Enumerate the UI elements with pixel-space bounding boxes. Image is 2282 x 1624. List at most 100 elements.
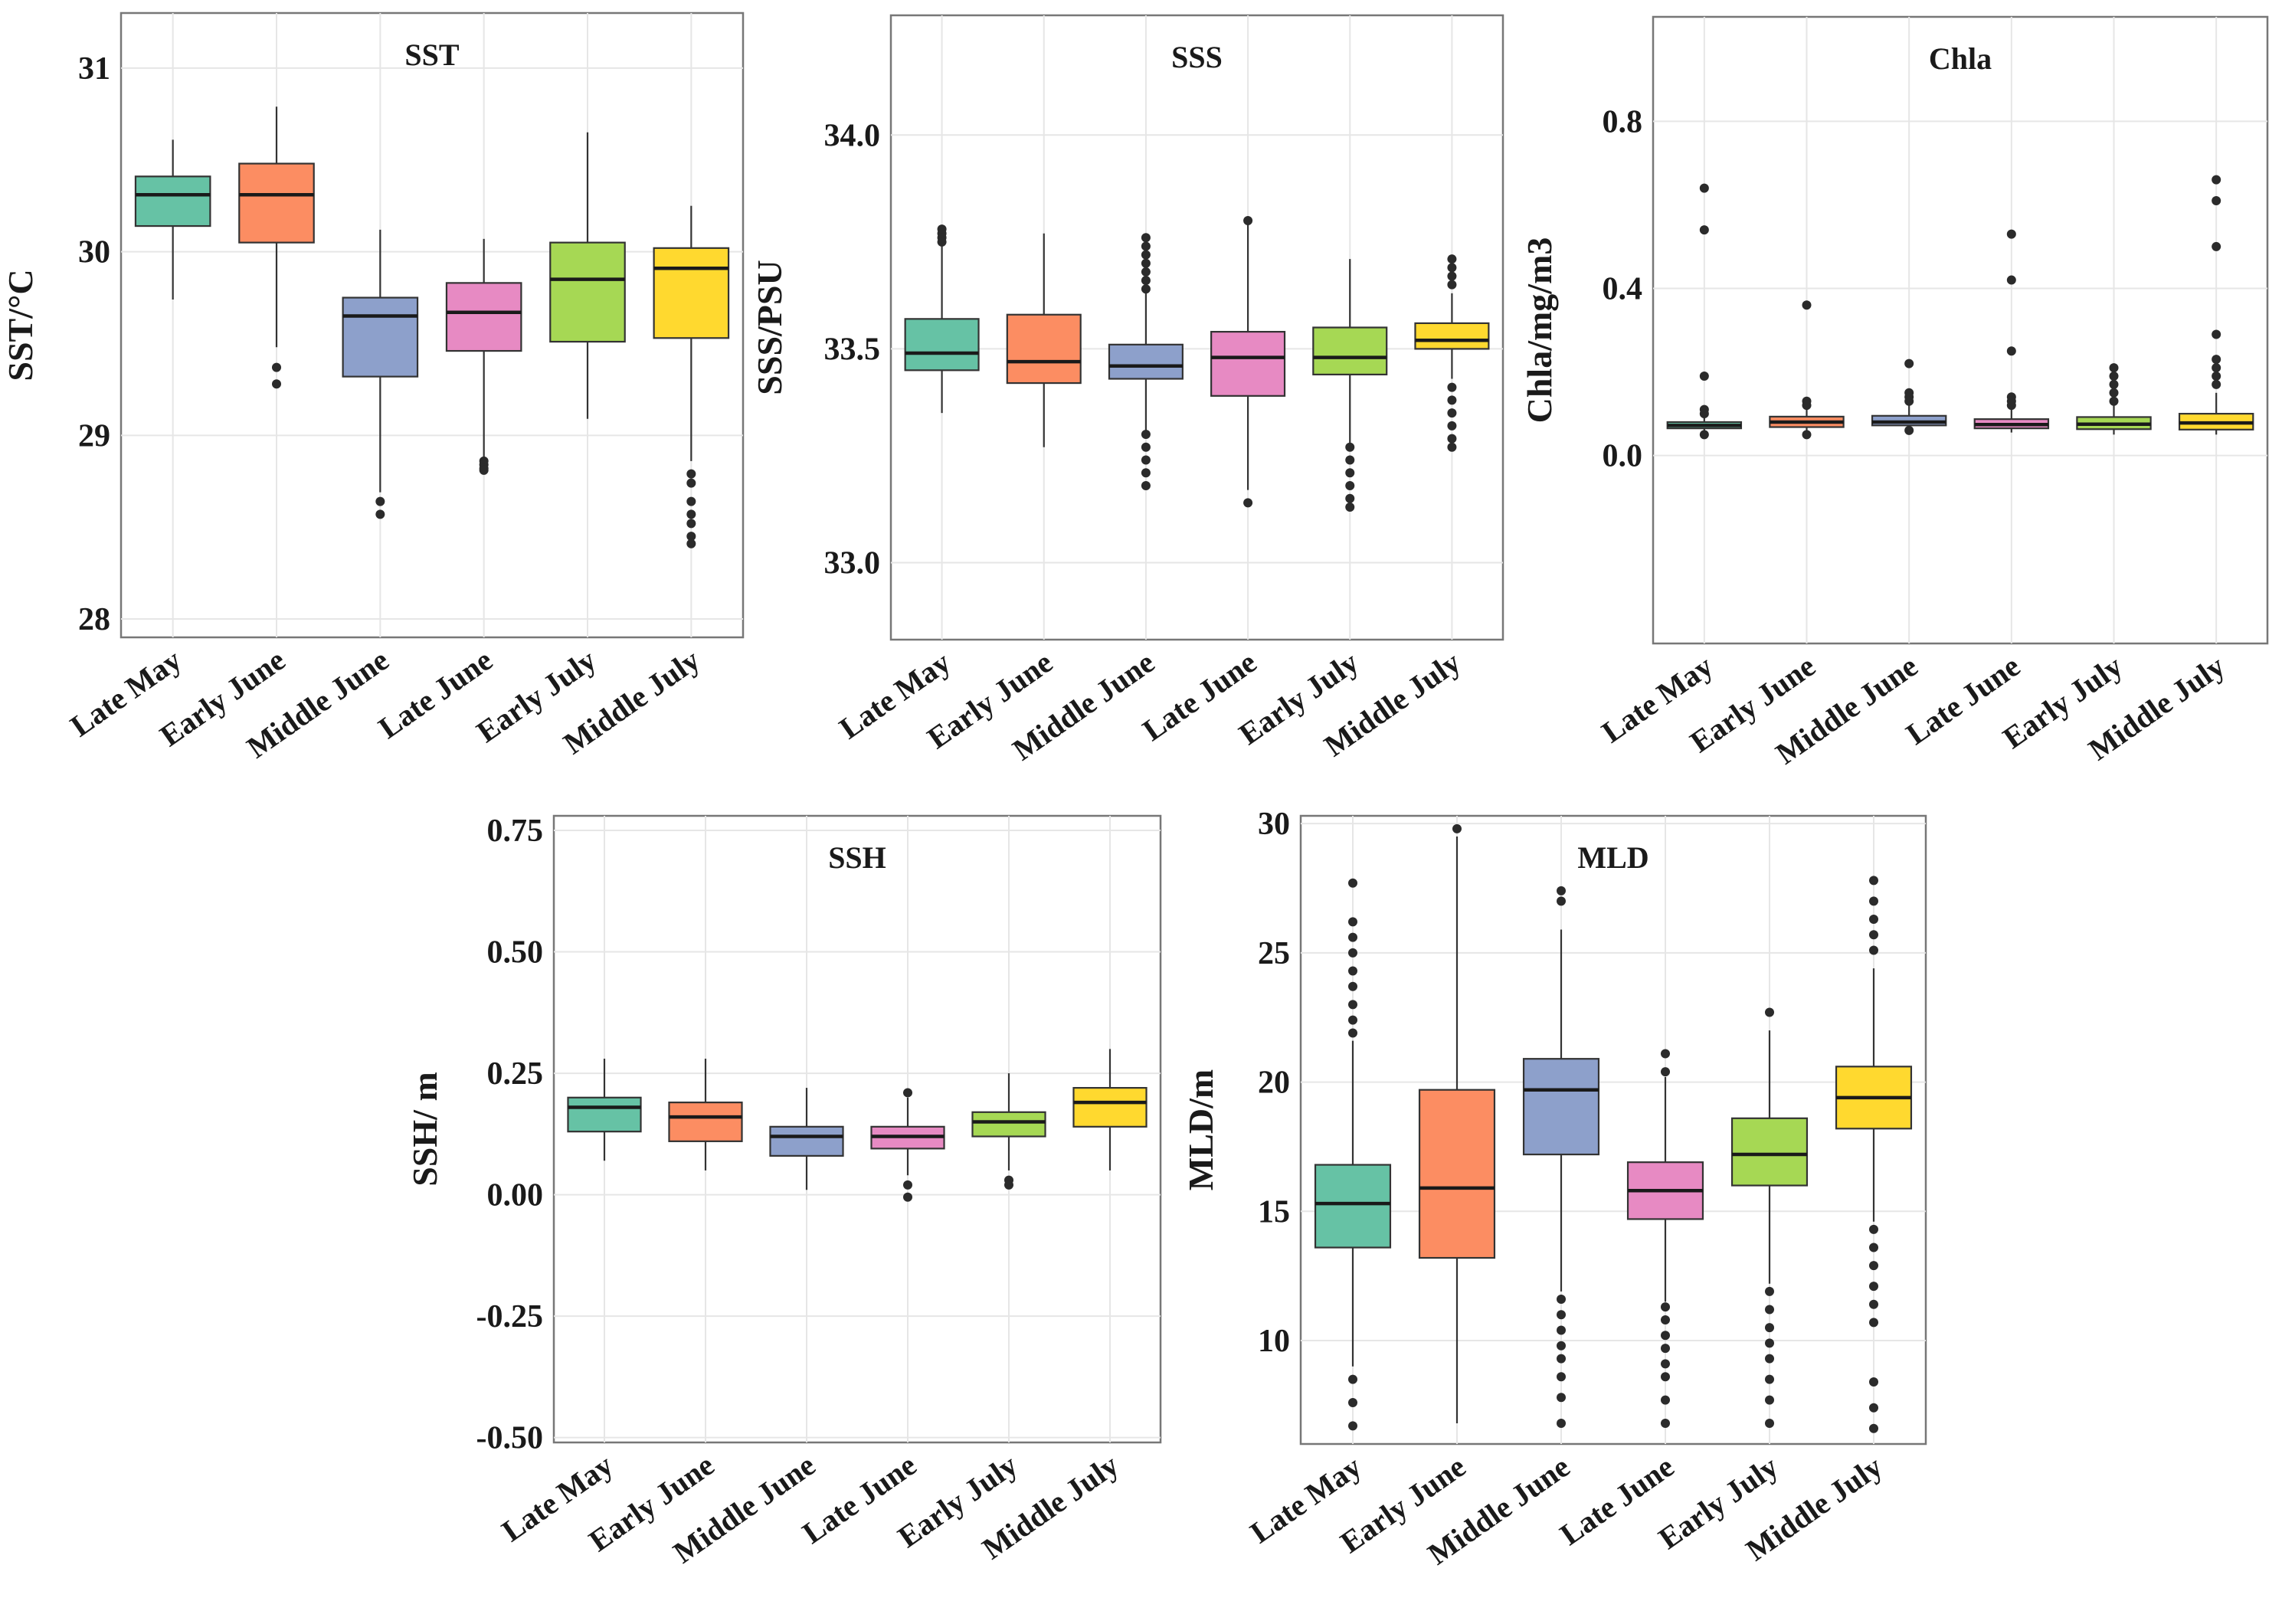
mld-outlier-early-july-2	[1765, 1305, 1774, 1315]
sss-outlier-early-july-5	[1345, 502, 1355, 512]
sst-y-axis-title: SST/°C	[1, 269, 40, 381]
sst-outlier-middle-july-3	[686, 509, 696, 519]
mld-outlier-early-july-8	[1765, 1419, 1774, 1429]
sss-box-middle-june	[1108, 233, 1184, 491]
mld-box-early-june	[1418, 823, 1496, 1424]
ssh-iqr-middle-july	[1072, 1087, 1148, 1128]
sss-outlier-middle-june-0	[1141, 233, 1151, 243]
sss-outlier-middle-june-9	[1141, 455, 1151, 465]
ssh-ytick-label-2: 0.00	[487, 1178, 544, 1213]
mld-outlier-middle-july-11	[1869, 1377, 1878, 1387]
mld-outlier-late-may-0	[1348, 878, 1357, 888]
chla-outlier-middle-july-6	[2212, 371, 2221, 381]
ssh-outlier-late-june-2	[903, 1192, 912, 1202]
chla-ytick-label-2: 0.8	[1603, 104, 1643, 139]
mld-outlier-early-july-0	[1765, 1007, 1774, 1017]
mld-iqr-late-may	[1314, 1164, 1392, 1249]
mld-title: MLD	[1577, 840, 1648, 875]
mld-outlier-middle-july-12	[1869, 1403, 1878, 1413]
mld-box-late-may	[1314, 878, 1392, 1431]
mld-box-early-july	[1730, 1007, 1809, 1429]
sst-outlier-middle-july-5	[686, 532, 696, 542]
mld-outlier-early-july-5	[1765, 1354, 1774, 1364]
sss-outlier-middle-june-10	[1141, 468, 1151, 478]
mld-ytick-label-0: 10	[1258, 1324, 1290, 1359]
mld-ytick-label-1: 15	[1258, 1194, 1290, 1229]
mld-outlier-late-may-3	[1348, 948, 1357, 958]
sss-outlier-early-july-3	[1345, 481, 1355, 491]
sst-box-middle-july	[653, 205, 730, 548]
sst-iqr-late-may	[134, 175, 211, 228]
sss-outlier-middle-july-1	[1447, 263, 1457, 273]
ssh-outlier-late-june-0	[903, 1088, 912, 1098]
mld-outlier-late-june-9	[1661, 1419, 1670, 1429]
sss-box-middle-july	[1414, 254, 1490, 452]
sss-outlier-early-july-1	[1345, 455, 1355, 465]
sst-ytick-label-1: 29	[78, 418, 110, 453]
chla-outlier-middle-july-5	[2212, 363, 2221, 373]
sst-outlier-middle-july-6	[686, 539, 696, 548]
ssh-ytick-label-1: -0.25	[476, 1299, 544, 1334]
chla-box-early-june	[1769, 300, 1845, 440]
mld-y-axis-title: MLD/m	[1181, 1069, 1220, 1190]
chla-outlier-late-june-5	[2006, 401, 2016, 411]
sst-title: SST	[404, 38, 459, 72]
chla-outlier-early-july-2	[2109, 379, 2119, 389]
sst-ytick-label-2: 30	[78, 235, 110, 270]
chla-box-late-may	[1666, 183, 1743, 440]
mld-box-late-june	[1626, 1049, 1704, 1429]
chla-box-middle-july	[2178, 175, 2254, 435]
chla-outlier-middle-july-2	[2212, 241, 2221, 251]
sss-outlier-middle-july-7	[1447, 421, 1457, 431]
sss-outlier-middle-june-1	[1141, 241, 1151, 251]
sss-outlier-middle-july-8	[1447, 434, 1457, 444]
sss-outlier-middle-june-5	[1141, 276, 1151, 286]
sss-box-late-may	[904, 224, 980, 414]
sst-outlier-middle-july-1	[686, 478, 696, 488]
mld-outlier-early-july-7	[1765, 1395, 1774, 1405]
mld-outlier-late-may-9	[1348, 1374, 1357, 1384]
mld-outlier-middle-june-2	[1557, 1295, 1566, 1305]
chla-outlier-middle-july-4	[2212, 355, 2221, 365]
ssh-outlier-early-july-1	[1004, 1180, 1013, 1190]
mld-outlier-middle-july-2	[1869, 914, 1878, 924]
sss-iqr-middle-june	[1108, 343, 1184, 380]
chla-outlier-late-may-4	[1699, 409, 1709, 419]
mld-outlier-middle-july-6	[1869, 1243, 1878, 1252]
mld-outlier-middle-june-9	[1557, 1419, 1566, 1429]
mld-box-middle-july	[1835, 876, 1913, 1433]
sst-box-middle-june	[342, 229, 419, 519]
sss-ytick-label-1: 33.5	[824, 332, 881, 367]
mld-outlier-middle-july-0	[1869, 876, 1878, 886]
ssh-box-early-june	[668, 1059, 743, 1171]
mld-iqr-early-june	[1418, 1089, 1496, 1259]
mld-outlier-middle-june-8	[1557, 1393, 1566, 1403]
mld-ytick-label-2: 20	[1258, 1066, 1290, 1101]
sss-outlier-middle-july-5	[1447, 395, 1457, 405]
sss-iqr-early-july	[1312, 326, 1388, 376]
ssh-box-late-may	[567, 1059, 642, 1161]
sst-box-late-may	[134, 139, 211, 300]
chla-y-axis-title: Chla/mg/m3	[1520, 237, 1559, 424]
mld-outlier-late-may-5	[1348, 981, 1357, 991]
sss-ytick-label-0: 33.0	[824, 546, 881, 581]
mld-outlier-middle-june-7	[1557, 1372, 1566, 1382]
ssh-iqr-early-june	[668, 1102, 743, 1142]
chla-title: Chla	[1929, 41, 1992, 76]
mld-outlier-late-june-4	[1661, 1331, 1670, 1341]
sst-outlier-middle-july-0	[686, 469, 696, 479]
mld-outlier-late-june-1	[1661, 1067, 1670, 1077]
mld-outlier-early-july-6	[1765, 1374, 1774, 1384]
chla-outlier-early-july-4	[2109, 396, 2119, 406]
chla-outlier-late-may-5	[1699, 430, 1709, 440]
sss-iqr-late-june	[1210, 330, 1286, 397]
mld-outlier-late-may-2	[1348, 932, 1357, 942]
sst-plot-frame	[120, 11, 745, 639]
chla-ytick-label-0: 0.0	[1603, 439, 1643, 474]
sss-outlier-middle-july-9	[1447, 442, 1457, 452]
mld-plot-frame	[1299, 814, 1927, 1446]
sss-outlier-middle-june-8	[1141, 442, 1151, 452]
ssh-iqr-middle-june	[769, 1125, 844, 1157]
mld-outlier-middle-july-8	[1869, 1282, 1878, 1292]
